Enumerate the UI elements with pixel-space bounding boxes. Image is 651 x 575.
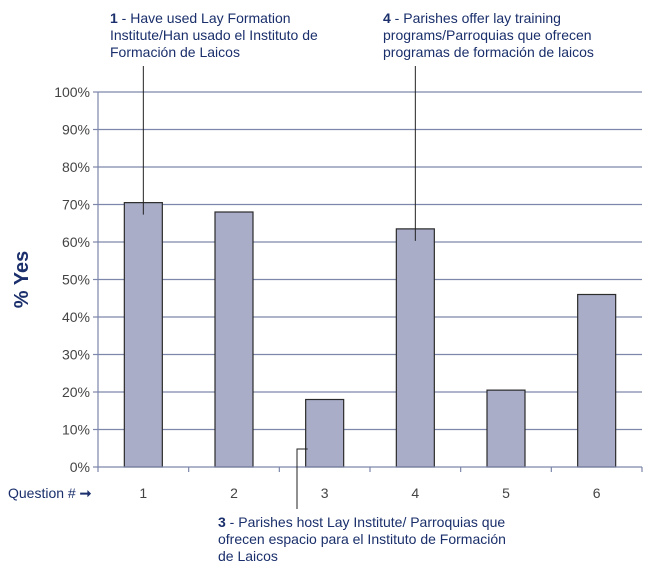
gridlines xyxy=(98,91,642,431)
bar-question-3 xyxy=(305,398,345,468)
annotation-4-number: 4 xyxy=(383,10,391,26)
y-tick-label: 20% xyxy=(62,384,90,400)
annotation-4: 4 - Parishes offer lay training programs… xyxy=(383,10,645,61)
y-tick-label: 50% xyxy=(62,272,90,288)
annotation-3-number: 3 xyxy=(218,514,226,530)
y-tick-label: 90% xyxy=(62,122,90,138)
annotation-1-text: - Have used Lay Formation Institute/Han … xyxy=(110,10,318,60)
y-tick-label: 10% xyxy=(62,422,90,438)
axes xyxy=(97,92,643,472)
arrow-right-icon: ➞ xyxy=(80,485,92,501)
y-axis-label: % Yes xyxy=(11,251,33,308)
bar-question-4 xyxy=(395,228,435,468)
y-tick-label: 70% xyxy=(62,197,90,213)
y-tick-labels: 0% 10% 20% 30% 40% 50% 60% 70% 80% 90% 100% xyxy=(54,84,98,475)
leader-line-3 xyxy=(296,448,308,509)
y-tick-label: 60% xyxy=(62,234,90,250)
y-tick-label: 100% xyxy=(54,84,90,100)
annotation-1-number: 1 xyxy=(110,10,118,26)
x-tick-label: 3 xyxy=(321,485,329,501)
x-tick-labels: 1 2 3 4 5 6 xyxy=(139,485,600,501)
x-tick-label: 4 xyxy=(411,485,419,501)
annotation-4-text: - Parishes offer lay training programs/P… xyxy=(383,10,594,60)
x-axis-label-text: Question # xyxy=(8,485,76,501)
x-tick-label: 1 xyxy=(139,485,147,501)
y-tick-label: 40% xyxy=(62,309,90,325)
bar-question-5 xyxy=(486,389,526,468)
bar-question-2 xyxy=(214,211,254,468)
x-tick-label: 6 xyxy=(593,485,601,501)
annotation-1: 1 - Have used Lay Formation Institute/Ha… xyxy=(110,10,355,61)
x-tick-label: 2 xyxy=(230,485,238,501)
x-axis-label: Question # ➞ xyxy=(8,485,92,501)
bar-question-1 xyxy=(123,202,163,468)
y-tick-label: 80% xyxy=(62,159,90,175)
annotation-leader-lines xyxy=(142,66,416,509)
annotation-3-text: - Parishes host Lay Institute/ Parroquia… xyxy=(218,514,506,564)
bar-question-6 xyxy=(577,293,617,468)
y-tick-label: 30% xyxy=(62,347,90,363)
y-tick-label: 0% xyxy=(70,459,90,475)
x-tick-label: 5 xyxy=(502,485,510,501)
annotation-3: 3 - Parishes host Lay Institute/ Parroqu… xyxy=(218,514,508,565)
